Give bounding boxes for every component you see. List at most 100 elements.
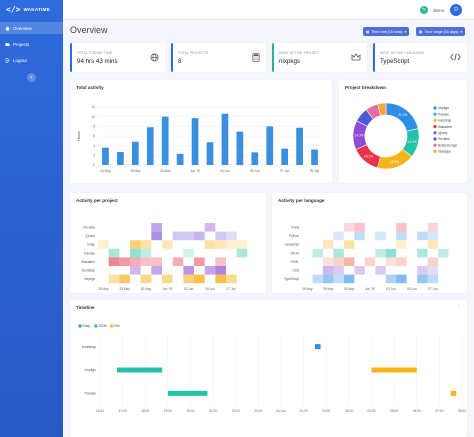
heatmap-cell xyxy=(385,257,397,266)
legend-marker xyxy=(433,137,437,141)
heatmap-cell xyxy=(119,257,130,266)
heatmap-row-label: nixpkgs xyxy=(84,277,95,281)
app-name: WAKATIME xyxy=(23,7,51,12)
stat-card-most-active-project: MOST ACTIVE PROJECT nixpkgs xyxy=(272,43,367,72)
legend-label: bootstrap xyxy=(438,119,452,123)
heatmap-row-label: Javascript xyxy=(285,243,299,247)
sidebar-item-overview[interactable]: Overview xyxy=(0,22,63,34)
bar xyxy=(251,152,259,165)
heatmap-cell xyxy=(183,231,194,241)
heatmap-cell xyxy=(417,248,428,258)
bar xyxy=(206,142,214,165)
app-logo[interactable]: </> WAKATIME xyxy=(6,5,50,14)
heatmap-cell xyxy=(427,257,439,266)
bar xyxy=(266,126,274,165)
heatmap-cell xyxy=(98,240,109,249)
x-tick-label: 26 May xyxy=(302,287,313,291)
heatmap-cell xyxy=(427,266,439,275)
sidebar-item-projects[interactable]: Projects xyxy=(0,38,63,50)
bar xyxy=(131,141,139,165)
heatmap-cell xyxy=(333,266,344,275)
y-tick-label: 12 xyxy=(91,105,95,109)
sidebar-item-label: Logout xyxy=(13,57,27,63)
heatmap-cell xyxy=(427,231,439,241)
activity-per-language-card: Activity per language Ruby Python Javascri… xyxy=(272,193,467,293)
heatmap-row-label: TypeScript xyxy=(284,277,299,281)
pie-slice xyxy=(385,102,419,132)
card-title: Project breakdown xyxy=(345,85,387,90)
heatmap-cell xyxy=(183,274,194,284)
legend-marker xyxy=(433,112,437,116)
bar xyxy=(117,151,124,165)
calendar-icon: ▦ xyxy=(419,29,423,34)
sidebar-item-logout[interactable]: Logout xyxy=(0,54,63,66)
pie-slice-label: 14.3% xyxy=(408,140,417,144)
edit-button[interactable]: ✎ xyxy=(420,6,428,14)
x-tick-label: 09 Jun xyxy=(310,169,320,173)
chevron-left-icon: ‹ xyxy=(30,74,33,81)
topbar xyxy=(63,0,474,20)
calculator-icon xyxy=(252,53,260,62)
pie-slice xyxy=(377,102,387,117)
x-tick-label: 04 Jun xyxy=(276,409,286,413)
heatmap-cell xyxy=(375,248,386,258)
code-logo-icon: </> xyxy=(6,5,21,14)
bar xyxy=(221,113,229,165)
activity-per-project-heatmap: Pie-tabs jQuery mialp Pandas Wakatime bootstr… xyxy=(81,223,248,291)
sidebar-collapse-button[interactable]: ‹ xyxy=(27,73,36,82)
heatmap-cell xyxy=(215,231,226,241)
username[interactable]: demo xyxy=(433,8,445,13)
heatmap-cell xyxy=(385,274,397,284)
heatmap-cell xyxy=(343,274,355,284)
heatmap-cell xyxy=(162,274,173,284)
heatmap-row-label: HTML xyxy=(290,260,299,264)
heatmap-cell xyxy=(194,257,205,266)
time-range-dropdown[interactable]: ▦ Time range (15 days) ▾ xyxy=(416,27,466,36)
calendar-icon: ▦ xyxy=(366,29,370,34)
timeline-segment xyxy=(371,367,417,373)
time-limit-dropdown[interactable]: ▦ Time limit (15 mins) ▾ xyxy=(363,27,410,36)
x-tick-label: Jun '20 xyxy=(365,287,375,291)
heatmap-row-label: JSON xyxy=(290,251,299,255)
heatmap-cell xyxy=(343,240,355,249)
logout-icon xyxy=(5,57,10,63)
heatmap-cell xyxy=(343,257,355,266)
home-icon xyxy=(5,26,10,30)
pie-slice-label: 18.5% xyxy=(390,160,399,164)
x-tick-label: 19:00 xyxy=(164,409,172,413)
heatmap-cell xyxy=(151,231,162,241)
heatmap-cell xyxy=(119,274,130,284)
heatmap-cell xyxy=(130,240,141,249)
legend-label: Pie-tabs xyxy=(438,137,450,141)
timeline-segment xyxy=(450,390,457,396)
legend-label: Wakatime xyxy=(438,125,452,129)
heatmap-cell xyxy=(130,248,141,258)
kebab-menu-icon[interactable]: ⋮ xyxy=(456,304,461,310)
legend-marker xyxy=(433,149,437,153)
pencil-icon: ✎ xyxy=(421,7,427,13)
heatmap-cell xyxy=(130,257,141,266)
heatmap-cell xyxy=(226,274,237,284)
heatmap-cell xyxy=(172,231,184,241)
x-tick-label: 07:00 xyxy=(435,409,443,413)
legend-label: nixpkgs xyxy=(438,106,449,110)
heatmap-cell xyxy=(427,274,439,284)
x-tick-label: 20:00 xyxy=(187,409,195,413)
heatmap-cell xyxy=(226,231,237,241)
bar xyxy=(146,127,154,165)
heatmap-cell xyxy=(140,248,152,258)
avatar[interactable]: D xyxy=(450,4,462,16)
x-tick-label: 21:00 xyxy=(209,409,217,413)
heatmap-cell xyxy=(427,223,439,232)
card-title: Timeline xyxy=(76,305,95,310)
timeline-segment xyxy=(314,344,321,350)
x-tick-label: 05 Jun xyxy=(250,169,260,173)
heatmap-cell xyxy=(183,248,194,258)
legend-label: jQuery xyxy=(437,131,448,135)
heatmap-cell xyxy=(236,240,248,249)
legend-label: Elm xyxy=(114,324,120,328)
heatmap-cell xyxy=(151,257,162,266)
heatmap-cell xyxy=(140,274,152,284)
chevron-down-icon: ▾ xyxy=(404,29,407,34)
x-tick-label: 08:00 xyxy=(458,409,466,413)
